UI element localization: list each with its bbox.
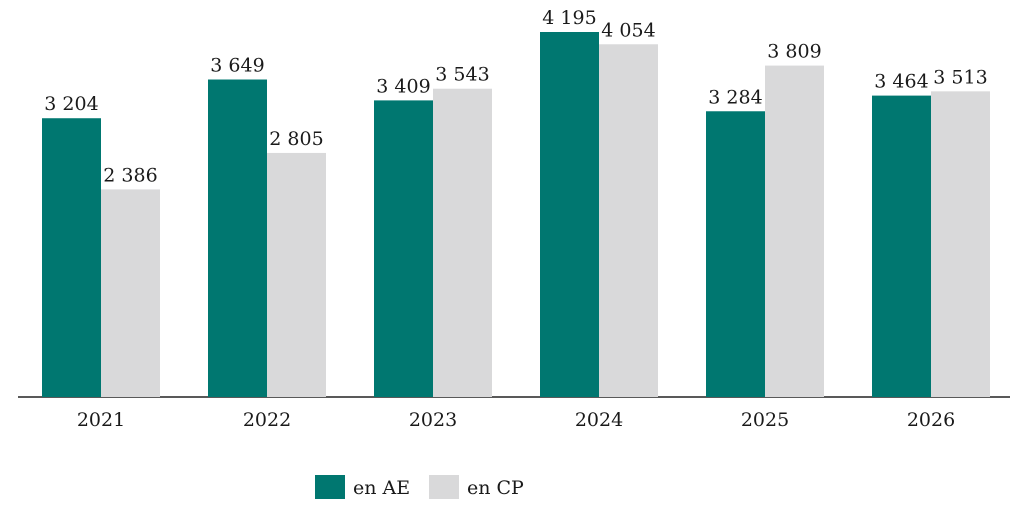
bar-ae-2026 — [872, 95, 931, 398]
x-tick-label-2023: 2023 — [409, 409, 457, 431]
bar-cp-2023 — [433, 88, 492, 398]
bar-cp-2024 — [599, 44, 658, 397]
x-tick-labels-layer: 2021 2022 2023 2024 2025 2026 — [77, 409, 955, 431]
legend-label-ae: en AE — [353, 477, 410, 499]
bar-cp-2026 — [931, 91, 990, 397]
data-label-ae-2022: 3 649 — [210, 55, 264, 77]
data-label-ae-2023: 3 409 — [376, 75, 430, 97]
data-label-cp-2025: 3 809 — [767, 41, 821, 63]
data-label-ae-2021: 3 204 — [44, 93, 98, 115]
bar-cp-2025 — [765, 65, 824, 398]
data-label-cp-2024: 4 054 — [601, 19, 655, 41]
bar-ae-2025 — [706, 111, 765, 398]
bars-layer — [42, 32, 990, 398]
bar-ae-2023 — [374, 100, 433, 398]
x-tick-label-2024: 2024 — [575, 409, 623, 431]
bar-ae-2021 — [42, 118, 101, 397]
data-label-cp-2021: 2 386 — [103, 164, 157, 186]
data-label-ae-2026: 3 464 — [874, 71, 928, 93]
data-label-ae-2024: 4 195 — [542, 7, 596, 29]
bar-cp-2021 — [101, 189, 160, 397]
legend: en AE en CP — [315, 475, 524, 499]
data-label-cp-2022: 2 805 — [269, 128, 323, 150]
x-tick-label-2025: 2025 — [741, 409, 789, 431]
x-tick-label-2021: 2021 — [77, 409, 125, 431]
x-tick-label-2026: 2026 — [907, 409, 955, 431]
data-label-cp-2026: 3 513 — [933, 66, 987, 88]
data-label-cp-2023: 3 543 — [435, 64, 489, 86]
data-label-ae-2025: 3 284 — [708, 86, 762, 108]
legend-label-cp: en CP — [467, 477, 524, 499]
bar-cp-2022 — [267, 152, 326, 397]
legend-swatch-ae — [315, 475, 345, 499]
bar-ae-2024 — [540, 32, 599, 397]
legend-swatch-cp — [429, 475, 459, 499]
x-tick-label-2022: 2022 — [243, 409, 291, 431]
bar-ae-2022 — [208, 79, 267, 397]
